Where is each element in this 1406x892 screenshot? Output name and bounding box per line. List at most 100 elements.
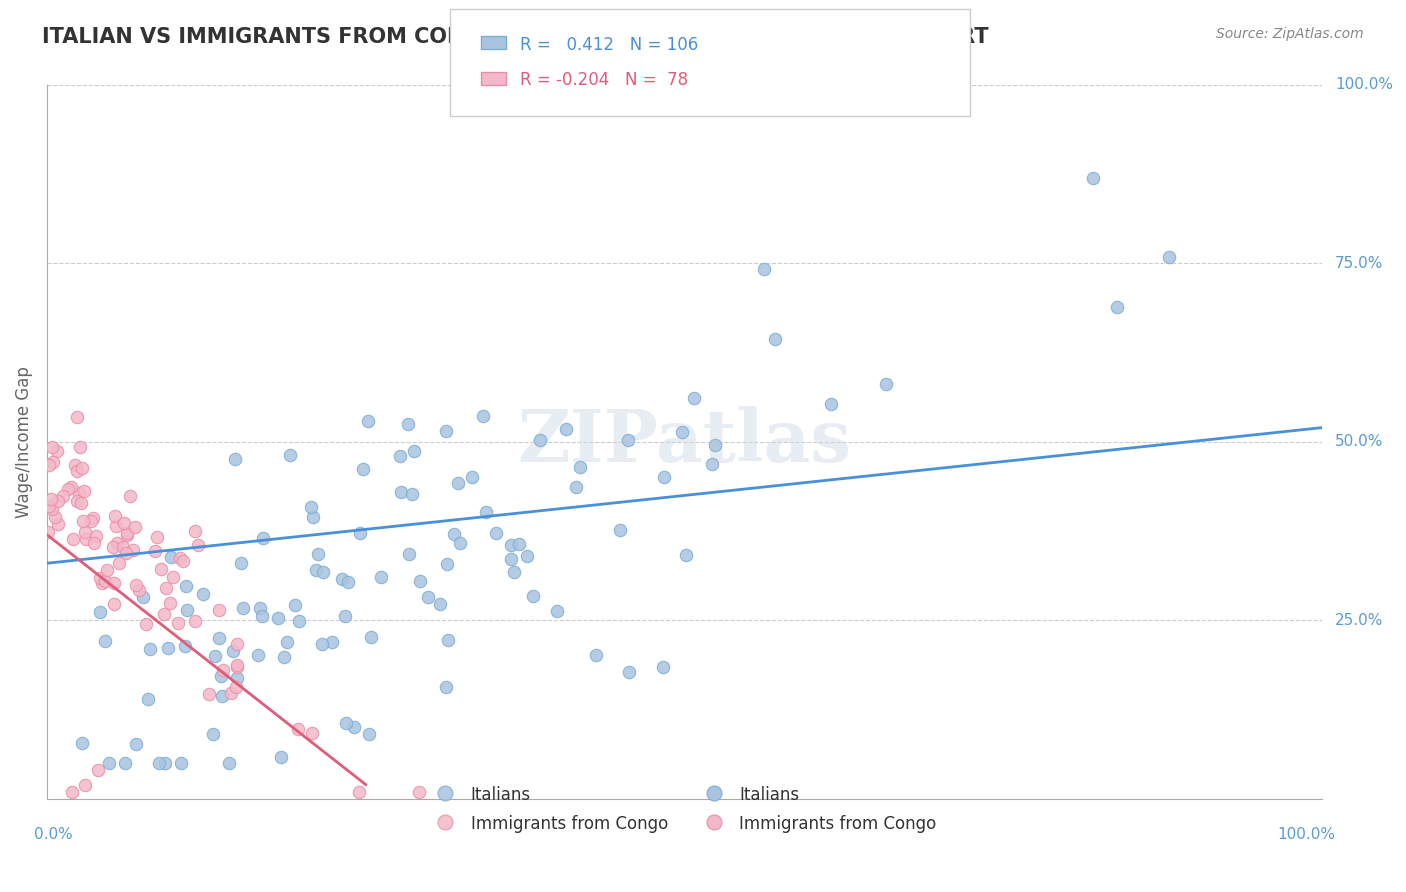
Italians — [522, 589, 544, 603]
Italians — [273, 649, 295, 664]
Immigrants from Congo — [89, 572, 111, 586]
Italians — [401, 487, 423, 501]
Italians — [132, 590, 155, 604]
Italians — [398, 547, 420, 561]
Text: 100.0%: 100.0% — [1334, 78, 1393, 93]
Italians — [301, 500, 323, 514]
Immigrants from Congo — [83, 536, 105, 550]
Italians — [249, 601, 271, 615]
Immigrants from Congo — [226, 658, 249, 673]
Italians — [449, 536, 471, 550]
Immigrants from Congo — [41, 501, 63, 516]
Italians — [357, 414, 380, 428]
Italians — [278, 448, 301, 462]
Immigrants from Congo — [60, 785, 83, 799]
Italians — [388, 449, 411, 463]
Immigrants from Congo — [66, 464, 89, 478]
Immigrants from Congo — [37, 525, 59, 540]
Italians — [232, 601, 254, 615]
Immigrants from Congo — [103, 576, 125, 591]
Italians — [209, 669, 232, 683]
Immigrants from Congo — [225, 637, 247, 651]
Immigrants from Congo — [94, 574, 117, 589]
Immigrants from Congo — [166, 616, 188, 631]
Immigrants from Congo — [187, 538, 209, 552]
Italians — [218, 756, 240, 771]
Italians — [554, 422, 576, 436]
Italians — [252, 532, 274, 546]
Immigrants from Congo — [225, 680, 247, 694]
Italians — [224, 451, 246, 466]
Immigrants from Congo — [44, 510, 66, 524]
Italians — [330, 572, 353, 586]
Italians — [176, 603, 198, 617]
Text: R = -0.204   N =  78: R = -0.204 N = 78 — [520, 71, 689, 89]
Italians — [499, 538, 522, 552]
Italians — [211, 689, 233, 703]
Italians — [321, 634, 343, 648]
Italians — [247, 648, 270, 662]
Italians — [429, 598, 451, 612]
Italians — [434, 681, 457, 695]
Immigrants from Congo — [349, 785, 371, 799]
Immigrants from Congo — [72, 514, 94, 528]
Italians — [335, 715, 357, 730]
Immigrants from Congo — [184, 524, 207, 538]
Italians — [529, 433, 551, 447]
Italians — [336, 574, 359, 589]
Immigrants from Congo — [46, 444, 69, 458]
Italians — [402, 443, 425, 458]
Immigrants from Congo — [153, 607, 176, 621]
Immigrants from Congo — [208, 603, 231, 617]
Italians — [752, 261, 775, 276]
Text: ITALIAN VS IMMIGRANTS FROM CONGO WAGE/INCOME GAP CORRELATION CHART: ITALIAN VS IMMIGRANTS FROM CONGO WAGE/IN… — [42, 27, 988, 46]
Immigrants from Congo — [73, 525, 96, 540]
Text: Source: ZipAtlas.com: Source: ZipAtlas.com — [1216, 27, 1364, 41]
Italians — [418, 591, 440, 605]
Immigrants from Congo — [117, 528, 139, 542]
Immigrants from Congo — [120, 489, 142, 503]
Italians — [437, 632, 460, 647]
Immigrants from Congo — [75, 778, 97, 792]
Immigrants from Congo — [67, 485, 90, 500]
Immigrants from Congo — [212, 663, 235, 677]
Italians — [443, 526, 465, 541]
Italians — [252, 609, 274, 624]
Italians — [305, 563, 328, 577]
Immigrants from Congo — [38, 500, 60, 514]
Italians — [125, 737, 148, 751]
Immigrants from Congo — [149, 562, 172, 576]
Immigrants from Congo — [46, 493, 69, 508]
Italians — [201, 727, 224, 741]
Italians — [208, 631, 231, 645]
Italians — [671, 425, 693, 439]
Italians — [288, 614, 311, 628]
Italians — [503, 565, 526, 579]
Text: 75.0%: 75.0% — [1334, 256, 1384, 271]
Italians — [343, 720, 366, 734]
Italians — [174, 640, 197, 654]
Italians — [155, 756, 177, 771]
Immigrants from Congo — [226, 660, 249, 674]
Italians — [652, 659, 675, 673]
Immigrants from Congo — [38, 458, 60, 472]
Immigrants from Congo — [103, 597, 125, 611]
Italians — [360, 631, 382, 645]
Text: 100.0%: 100.0% — [1277, 828, 1334, 842]
Immigrants from Congo — [301, 725, 323, 739]
Italians — [136, 692, 159, 706]
Immigrants from Congo — [105, 536, 128, 550]
Italians — [499, 552, 522, 566]
Italians — [311, 637, 333, 651]
Italians — [585, 648, 607, 662]
Legend: Italians, Immigrants from Congo, Italians, Immigrants from Congo: Italians, Immigrants from Congo, Italian… — [426, 778, 943, 840]
Italians — [284, 598, 307, 612]
Immigrants from Congo — [287, 722, 309, 736]
Immigrants from Congo — [112, 516, 135, 530]
Italians — [357, 726, 380, 740]
Italians — [1105, 300, 1128, 314]
Immigrants from Congo — [128, 582, 150, 597]
Italians — [333, 609, 356, 624]
Italians — [156, 640, 179, 655]
Immigrants from Congo — [104, 509, 127, 524]
